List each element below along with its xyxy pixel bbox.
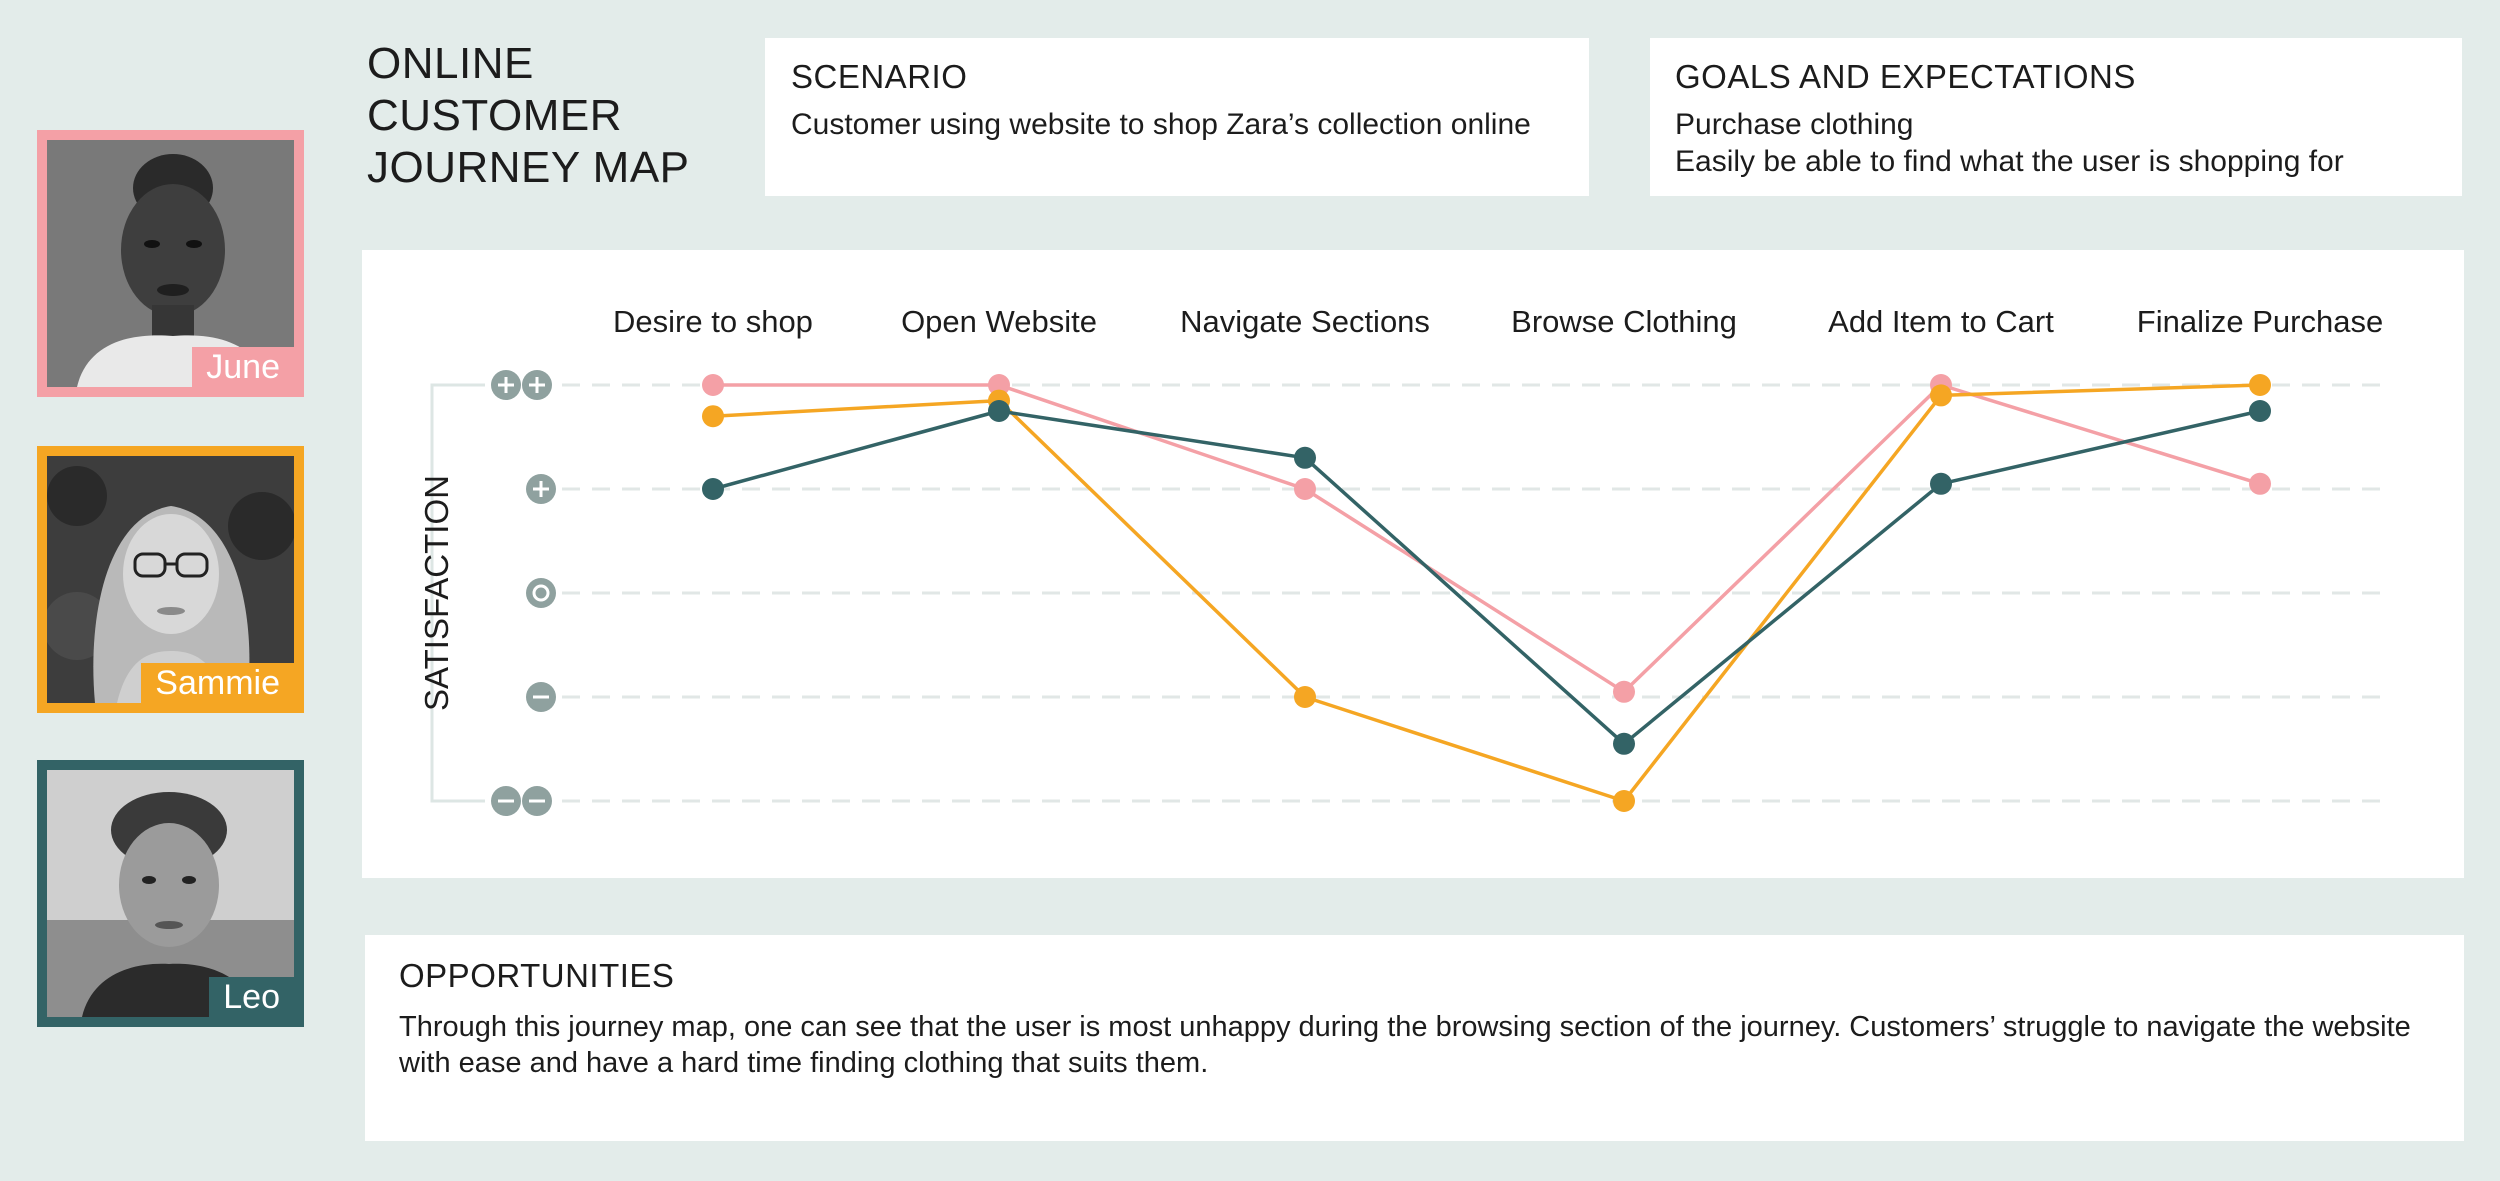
goal-item: Purchase clothing (1675, 108, 1914, 141)
y-axis-bracket (430, 383, 485, 803)
persona-name-june: June (192, 347, 294, 387)
data-point-june (1613, 680, 1635, 703)
persona-photo-leo (47, 770, 294, 1017)
data-point-june (702, 374, 724, 396)
persona-name-leo: Leo (209, 977, 294, 1017)
category-label: Desire to shop (613, 304, 813, 339)
satisfaction-chart-card: SATISFACTION Desire to shop Open Website Na… (362, 250, 2464, 878)
data-point-leo (2249, 400, 2271, 422)
data-point-sammie (1613, 790, 1635, 812)
title-line-1: ONLINE (367, 39, 534, 88)
satisfaction-chart: SATISFACTION Desire to shop Open Website Na… (418, 304, 2392, 816)
series-line-sammie (712, 383, 2261, 803)
category-label: Browse Clothing (1511, 304, 1737, 339)
opportunities-heading: OPPORTUNITIES (399, 957, 675, 994)
neutral-ring (532, 584, 550, 602)
data-point-sammie (702, 405, 724, 428)
persona-photo-sammie (47, 456, 294, 703)
data-point-june (2249, 472, 2271, 495)
data-point-june (988, 374, 1010, 396)
neutral-icon (526, 578, 556, 608)
category-label: Add Item to Cart (1828, 304, 2054, 339)
category-label: Finalize Purchase (2137, 304, 2383, 339)
data-point-june (1294, 478, 1316, 500)
data-point-leo (702, 478, 724, 500)
series-line-june (713, 383, 2261, 694)
data-point-leo (1613, 732, 1635, 755)
data-point-sammie (1294, 686, 1316, 708)
goal-item: Easily be able to find what the user is … (1675, 145, 2344, 178)
scenario-heading: SCENARIO (791, 58, 968, 95)
data-point-leo (1294, 446, 1316, 469)
data-point-sammie (1930, 384, 1952, 407)
goals-card: GOALS AND EXPECTATIONS Purchase clothing… (1650, 38, 2462, 196)
data-point-leo (988, 400, 1010, 422)
category-label: Navigate Sections (1180, 304, 1430, 339)
persona-card-june: June (37, 130, 304, 397)
goals-heading: GOALS AND EXPECTATIONS (1675, 58, 2136, 95)
persona-card-sammie: Sammie (37, 446, 304, 713)
persona-card-leo: Leo (37, 760, 304, 1027)
scenario-card: SCENARIO Customer using website to shop … (765, 38, 1589, 196)
page-title: ONLINE CUSTOMER JOURNEY MAP (367, 38, 707, 194)
scenario-text: Customer using website to shop Zara’s co… (791, 108, 1531, 141)
category-label: Open Website (901, 304, 1097, 339)
y-axis-label: SATISFACTION (418, 475, 455, 711)
title-line-2: CUSTOMER (367, 91, 622, 140)
data-point-sammie (2249, 374, 2271, 396)
opportunities-text: Through this journey map, one can see th… (399, 1011, 2411, 1079)
data-point-leo (1930, 472, 1952, 495)
title-line-3: JOURNEY MAP (367, 143, 690, 192)
opportunities-card: OPPORTUNITIES Through this journey map, … (365, 935, 2464, 1141)
persona-name-sammie: Sammie (141, 663, 294, 703)
series-line-leo (712, 409, 2261, 746)
